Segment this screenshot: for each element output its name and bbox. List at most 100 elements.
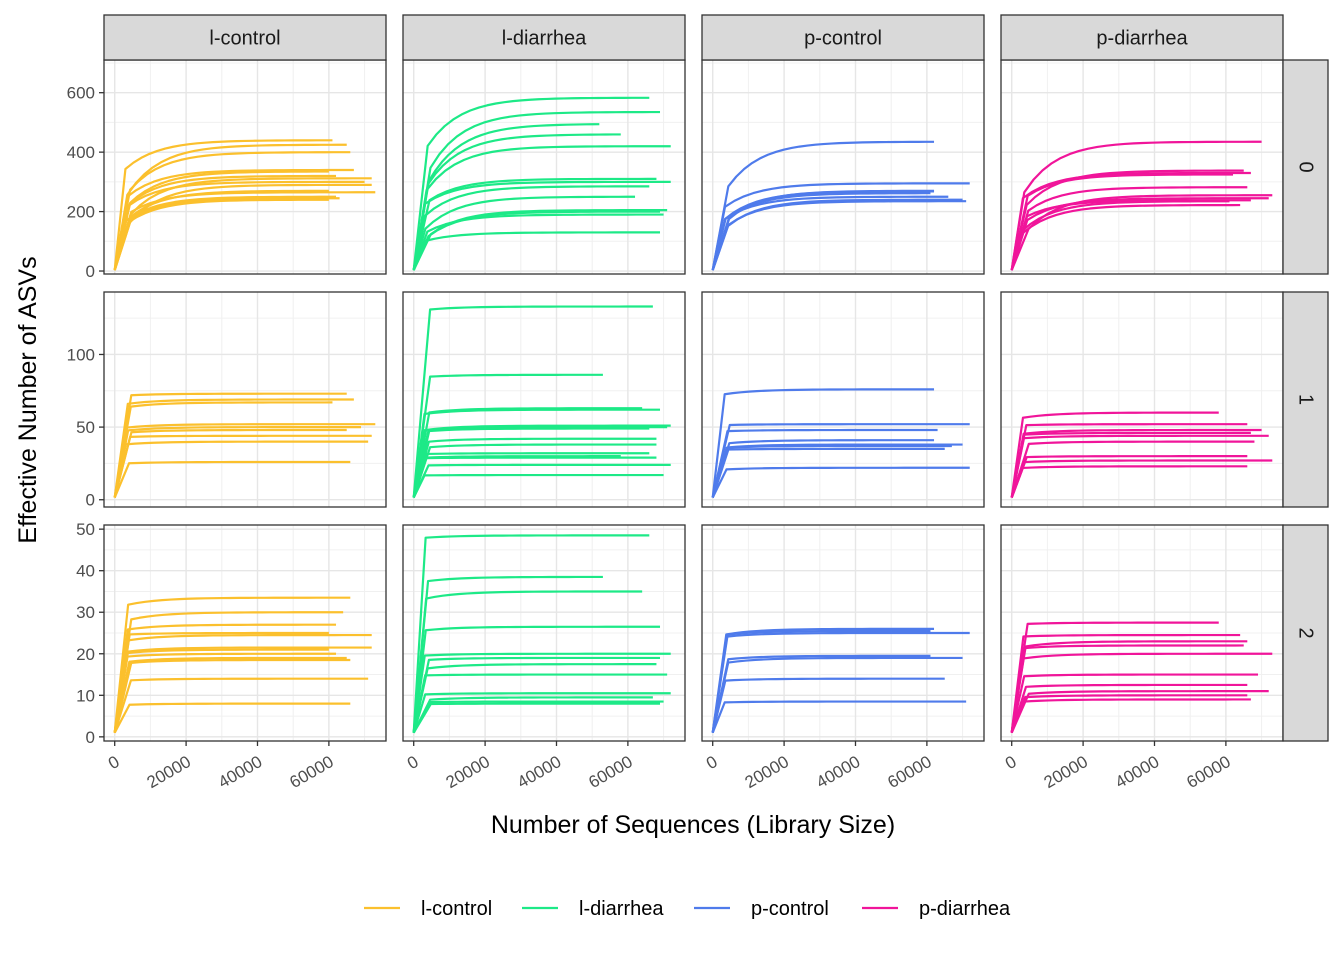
x-tick-label: 0 [105, 752, 123, 773]
rarefaction-curve [1010, 644, 1244, 733]
rarefaction-curve [1010, 423, 1248, 498]
rarefaction-curve [412, 426, 668, 498]
rarefaction-curve [1010, 683, 1248, 734]
rarefaction-curve [711, 439, 935, 498]
panel-p-control-1 [701, 291, 985, 508]
panel-p-diarrhea-1 [1000, 291, 1284, 508]
strip-row-0 [1282, 59, 1329, 275]
x-tick-label: 40000 [813, 752, 863, 792]
legend: l-control l-diarrhea p-control p-diarrhea [364, 898, 1011, 920]
rarefaction-curve [1010, 169, 1244, 271]
panel-p-diarrhea-0 [1000, 59, 1284, 275]
y-tick-label: 0 [86, 262, 95, 281]
panel-background [702, 292, 984, 507]
rarefaction-curve [412, 456, 657, 498]
rarefaction-curve [412, 180, 671, 271]
rarefaction-curve [412, 110, 661, 271]
rarefaction-curve [412, 473, 664, 499]
rarefaction-curve [412, 177, 657, 271]
rarefaction-curve [412, 463, 671, 499]
rarefaction-curve [113, 197, 340, 271]
x-axis-title: Number of Sequences (Library Size) [491, 811, 895, 839]
panel-border [402, 291, 686, 508]
rarefaction-curve [711, 192, 931, 271]
rarefaction-curve [711, 190, 935, 271]
rarefaction-curve [1010, 690, 1269, 734]
y-tick-label: 20 [76, 645, 95, 664]
rarefaction-curve [113, 174, 337, 271]
rarefaction-curve [113, 392, 347, 498]
rarefaction-curve [113, 611, 344, 733]
panel-border [402, 524, 686, 742]
rarefaction-curve [113, 460, 351, 498]
strip-label: p-diarrhea [1096, 28, 1188, 50]
rarefaction-curve [711, 388, 935, 498]
rarefaction-curve [412, 96, 650, 271]
rarefaction-curve [711, 654, 931, 733]
rarefaction-curve [113, 633, 372, 733]
rarefaction-curve [113, 423, 376, 498]
x-tick-label: 40000 [1112, 752, 1162, 792]
rarefaction-curve [1010, 140, 1262, 271]
strip-label: 0 [1295, 161, 1317, 172]
facet-strips: l-control l-diarrhea p-control p-diarrhea 0 1… [103, 14, 1329, 742]
panel-background [702, 60, 984, 274]
rarefaction-curve [1010, 411, 1219, 498]
rarefaction-curve [113, 652, 337, 733]
rarefaction-curve [113, 139, 333, 271]
rarefaction-curve [113, 702, 351, 734]
rarefaction-curve [412, 437, 657, 498]
rarefaction-curve [113, 191, 376, 271]
rarefaction-curve [711, 447, 945, 498]
rarefaction-curve [113, 401, 333, 498]
panel-l-diarrhea-0 [402, 59, 686, 275]
rarefaction-curve [1010, 440, 1255, 498]
x-tick-label: 60000 [1183, 752, 1233, 792]
y-tick-label: 400 [67, 143, 95, 162]
panel-p-control-2 [701, 524, 985, 742]
y-tick-label: 100 [67, 345, 95, 364]
x-tick-label: 20000 [1041, 752, 1091, 792]
panel-l-control-2 [103, 524, 387, 742]
x-tick-label: 0 [1002, 752, 1020, 773]
strip-label: p-control [804, 28, 882, 50]
rarefaction-curve [1010, 621, 1219, 733]
x-tick-label: 0 [404, 752, 422, 773]
facet-panels [103, 59, 1284, 742]
legend-item-l-diarrhea: l-diarrhea [522, 898, 664, 920]
y-tick-label: 50 [76, 418, 95, 437]
rarefaction-curve [412, 534, 650, 733]
rarefaction-curve [1010, 434, 1269, 498]
rarefaction-curve [412, 656, 661, 733]
rarefaction-curve [711, 700, 967, 734]
rarefaction-curve [412, 213, 664, 271]
panel-l-control-0 [103, 59, 387, 275]
rarefaction-curve [1010, 428, 1262, 498]
y-tick-label: 0 [86, 728, 95, 747]
rarefaction-curve [412, 185, 650, 271]
y-tick-label: 30 [76, 603, 95, 622]
rarefaction-curve [1010, 459, 1273, 498]
rarefaction-curve [1010, 694, 1248, 734]
rarefaction-curve [711, 656, 963, 733]
rarefaction-curve [711, 444, 952, 498]
panel-background [403, 292, 685, 507]
x-tick-label: 20000 [443, 752, 493, 792]
panel-l-diarrhea-2 [402, 524, 686, 742]
rarefaction-curve [113, 426, 362, 498]
rarefaction-curve [711, 182, 970, 271]
rarefaction-curve [113, 623, 337, 733]
strip-row-2 [1282, 524, 1329, 742]
y-tick-label: 50 [76, 520, 95, 539]
rarefaction-curve [1010, 171, 1251, 271]
rarefaction-curve [113, 646, 372, 733]
y-tick-label: 600 [67, 84, 95, 103]
rarefaction-curve [113, 177, 372, 271]
x-tick-label: 60000 [884, 752, 934, 792]
panel-border [103, 524, 387, 742]
rarefaction-curve [113, 677, 369, 734]
rarefaction-curve [412, 696, 653, 734]
legend-item-l-control: l-control [364, 898, 492, 920]
rarefaction-curve [1010, 455, 1248, 498]
